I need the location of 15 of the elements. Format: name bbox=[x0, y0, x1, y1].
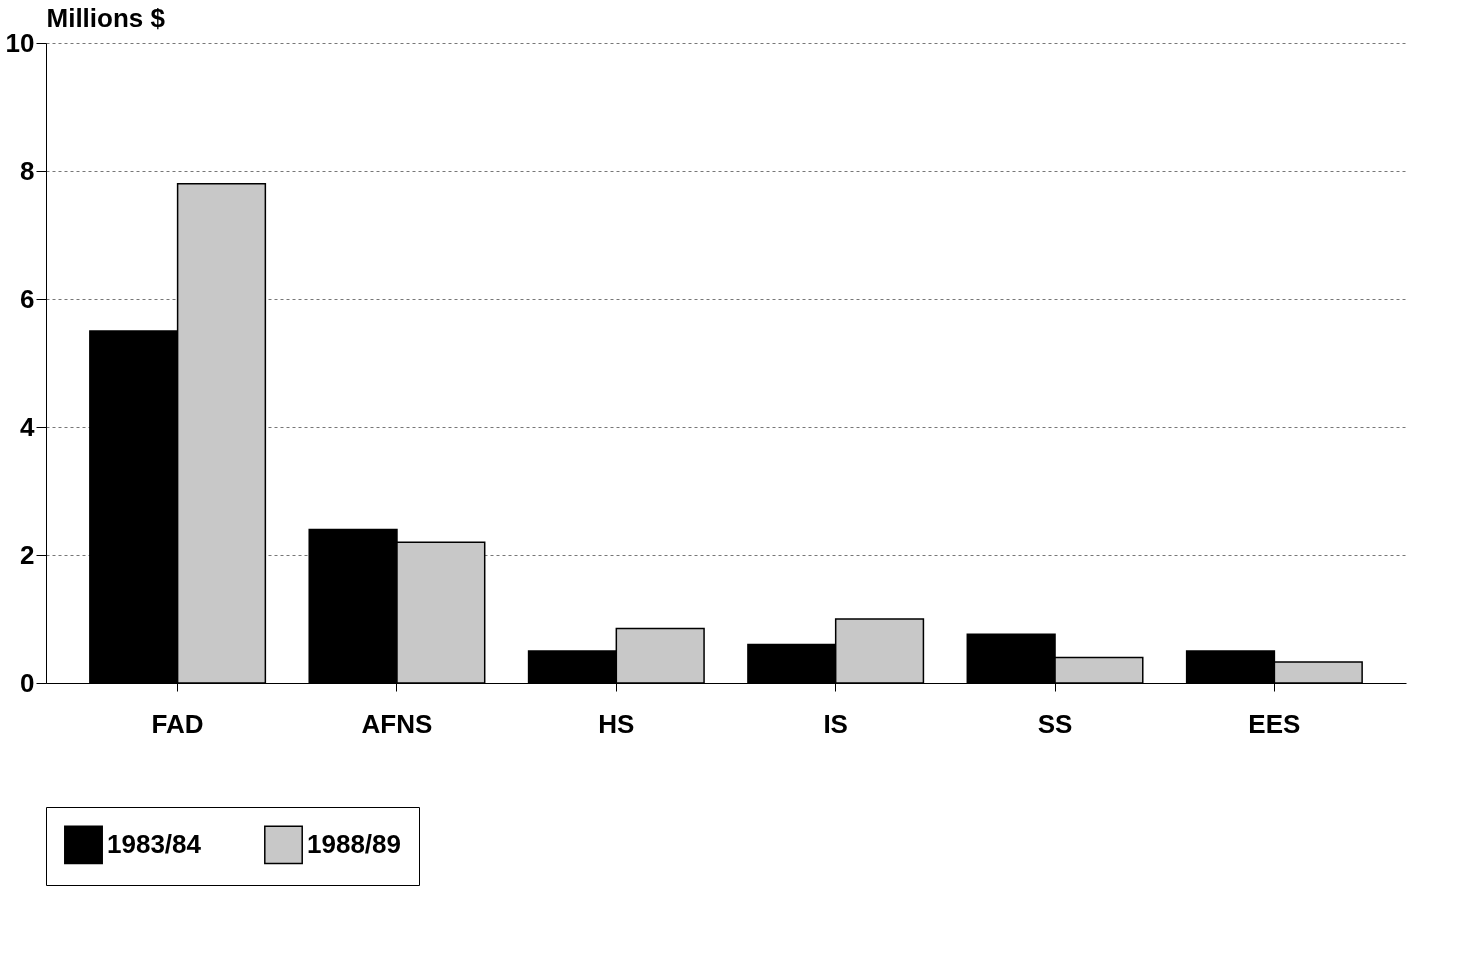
x-tick-label: HS bbox=[598, 708, 635, 739]
y-axis-title: Millions $ bbox=[46, 2, 166, 33]
x-tick-label: SS bbox=[1037, 708, 1073, 739]
x-tick-label: IS bbox=[823, 708, 848, 739]
legend-label: 1988/89 bbox=[307, 828, 401, 859]
x-tick-label: EES bbox=[1248, 708, 1301, 739]
x-tick-label: AFNS bbox=[361, 708, 433, 739]
x-tick-label: FAD bbox=[151, 708, 204, 739]
y-tick-label: 2 bbox=[20, 539, 35, 570]
y-tick-label: 10 bbox=[5, 27, 35, 58]
y-tick-label: 6 bbox=[20, 283, 35, 314]
legend-label: 1983/84 bbox=[107, 828, 202, 859]
y-tick-label: 8 bbox=[20, 155, 35, 186]
y-tick-label: 0 bbox=[20, 667, 35, 698]
y-tick-label: 4 bbox=[20, 411, 36, 442]
